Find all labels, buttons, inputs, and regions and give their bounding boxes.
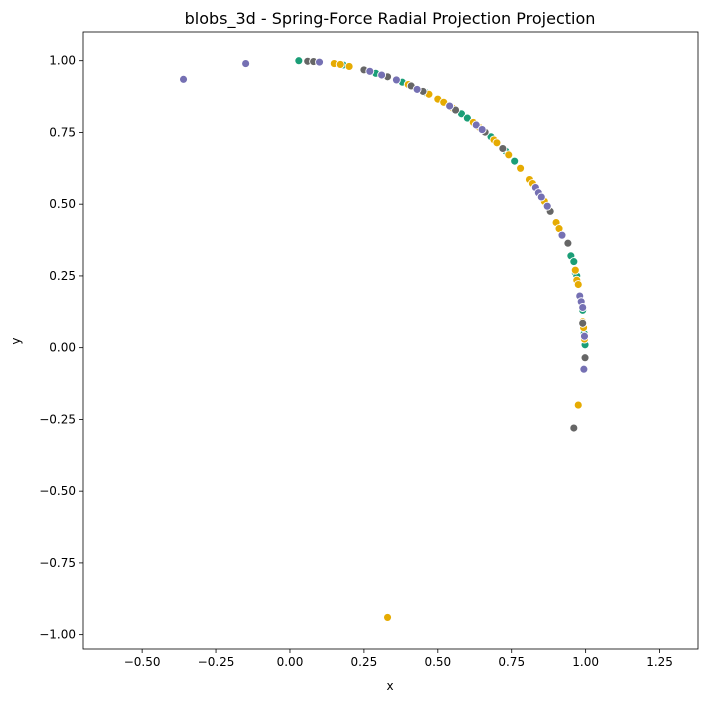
- data-point: [294, 56, 304, 66]
- x-tick-label: −0.50: [124, 655, 161, 669]
- data-point: [412, 84, 422, 94]
- data-point: [542, 201, 552, 211]
- plot-frame: [82, 31, 699, 650]
- x-tick-label: 1.00: [572, 655, 599, 669]
- data-point: [241, 59, 251, 69]
- y-tick-label: 0.75: [49, 125, 76, 139]
- data-point: [563, 238, 573, 248]
- data-point: [580, 331, 589, 341]
- y-tick-label: 0.25: [49, 269, 76, 283]
- data-point: [477, 125, 487, 135]
- y-tick-label: 0.50: [49, 197, 76, 211]
- y-tick-label: −0.25: [39, 412, 76, 426]
- y-tick-label: 1.00: [49, 54, 76, 68]
- data-point: [573, 280, 583, 289]
- data-point: [516, 163, 526, 173]
- x-tick-label: 0.00: [277, 655, 304, 669]
- x-tick-label: 0.25: [351, 655, 378, 669]
- data-point: [492, 138, 502, 148]
- data-point: [344, 61, 354, 71]
- x-tick-label: 0.75: [498, 655, 525, 669]
- data-point: [580, 353, 590, 363]
- data-point: [391, 75, 401, 85]
- data-point: [557, 230, 567, 240]
- y-tick-label: −1.00: [39, 628, 76, 642]
- y-tick-label: 0.00: [49, 341, 76, 355]
- chart-title: blobs_3d - Spring-Force Radial Projectio…: [185, 9, 596, 29]
- data-point: [462, 113, 472, 123]
- y-axis-label: y: [9, 337, 23, 344]
- data-point: [569, 257, 579, 267]
- y-tick-label: −0.75: [39, 556, 76, 570]
- x-tick-label: −0.25: [198, 655, 235, 669]
- data-point: [579, 364, 589, 374]
- data-point: [504, 150, 514, 160]
- data-point: [335, 59, 345, 69]
- data-point: [498, 144, 508, 153]
- data-point: [377, 70, 387, 80]
- data-point: [471, 120, 481, 130]
- data-point: [536, 192, 546, 202]
- x-axis-label: x: [386, 679, 393, 693]
- data-point: [573, 400, 583, 410]
- data-point: [569, 423, 579, 433]
- data-point: [510, 156, 520, 166]
- data-point: [445, 101, 455, 111]
- y-tick-label: −0.50: [39, 484, 76, 498]
- data-point: [578, 303, 588, 312]
- data-point: [578, 318, 588, 328]
- x-tick-label: 0.50: [424, 655, 451, 669]
- data-point: [315, 57, 324, 67]
- data-point: [570, 265, 580, 275]
- data-point: [365, 66, 375, 76]
- data-point: [179, 74, 188, 84]
- x-tick-label: 1.25: [646, 655, 673, 669]
- data-point: [383, 612, 392, 622]
